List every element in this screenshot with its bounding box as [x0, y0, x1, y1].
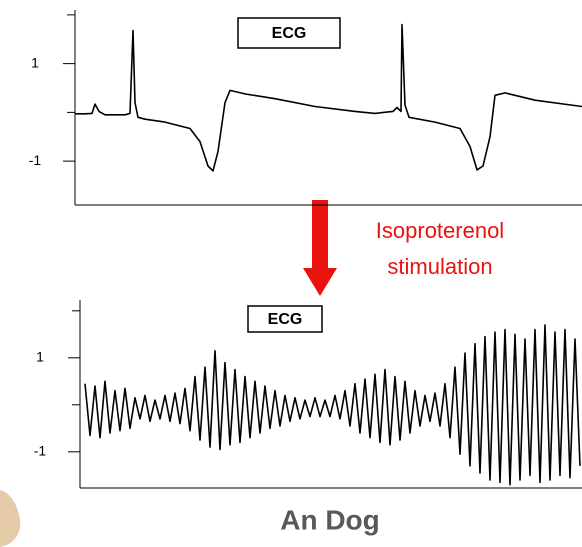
arrow-label: Isoproterenol: [376, 218, 504, 243]
y-tick-label: 1: [36, 349, 44, 365]
caption: An Dog: [280, 504, 380, 535]
annotation: ECG: [272, 25, 307, 42]
y-tick-label: 1: [31, 54, 39, 70]
ecg-trace: [75, 23, 582, 172]
arrow-label: stimulation: [387, 254, 492, 279]
annotation-box: [247, 305, 323, 333]
annotation-box: [237, 17, 341, 49]
y-tick-label: -1: [34, 443, 47, 459]
ecg-trace: [84, 324, 581, 486]
dog-photo-edge: [0, 490, 21, 547]
annotation: ECG: [268, 311, 303, 328]
arrow: [303, 200, 337, 296]
y-tick-label: -1: [29, 152, 42, 168]
